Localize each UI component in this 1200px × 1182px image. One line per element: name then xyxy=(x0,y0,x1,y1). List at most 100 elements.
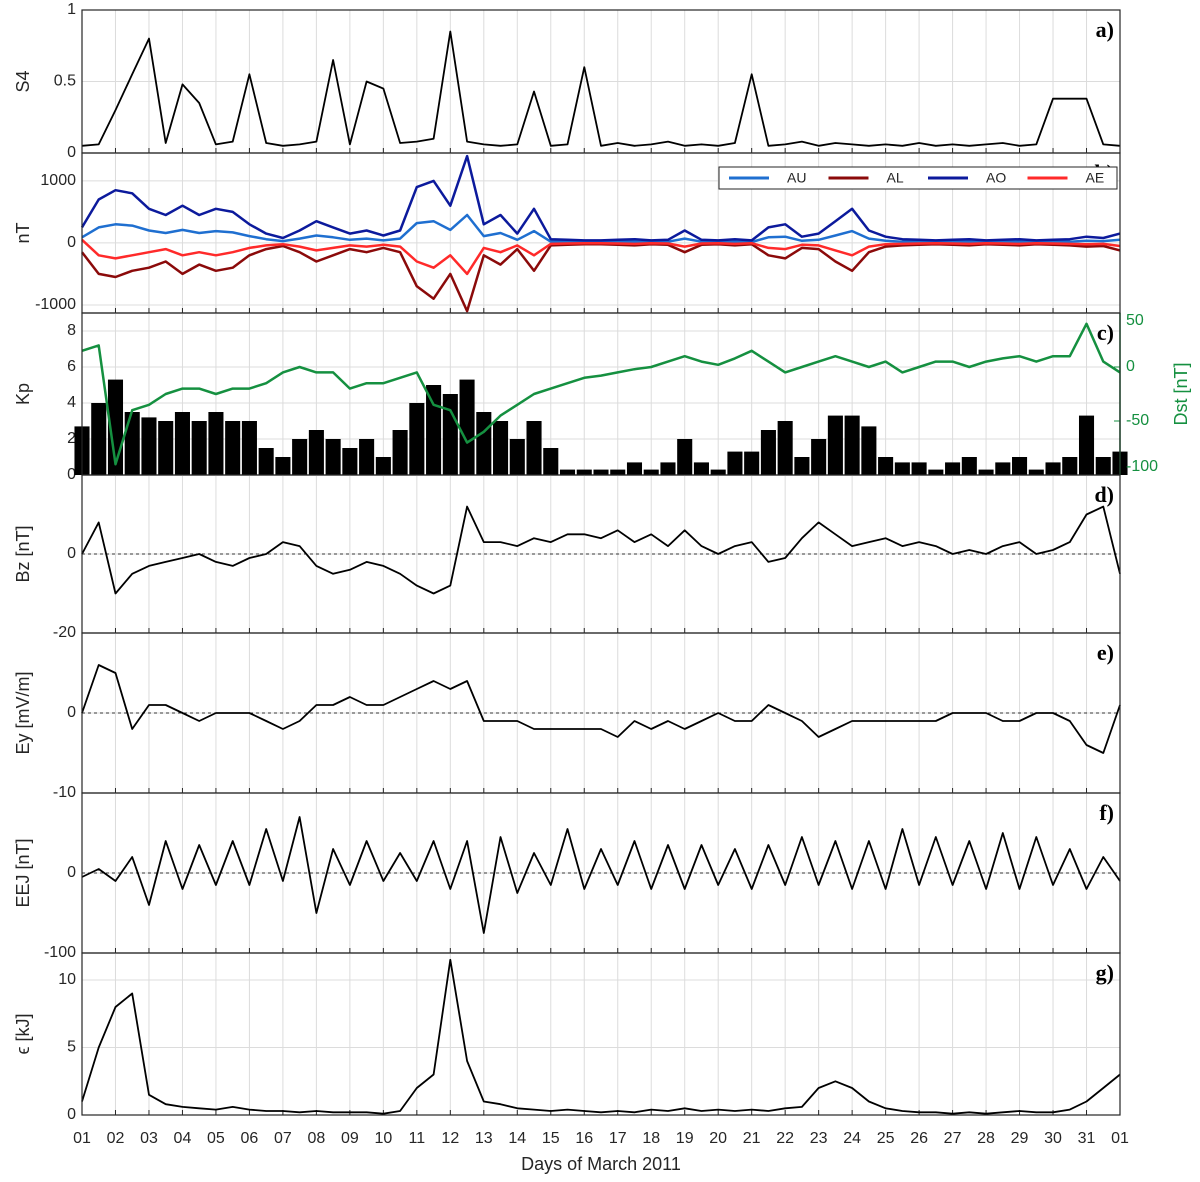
x-tick-label: 20 xyxy=(709,1130,727,1147)
x-tick-label: 03 xyxy=(140,1130,158,1147)
series-line xyxy=(81,238,1121,276)
y-tick-label: 8 xyxy=(67,322,76,339)
y-tick-label: 0 xyxy=(67,1106,76,1123)
bar xyxy=(995,462,1011,475)
bar xyxy=(576,469,592,475)
bar xyxy=(1062,457,1078,475)
x-tick-label: 28 xyxy=(977,1130,995,1147)
x-tick-label: 14 xyxy=(508,1130,526,1147)
bar xyxy=(710,469,726,475)
bar xyxy=(928,469,944,475)
x-tick-label: 17 xyxy=(609,1130,627,1147)
bar xyxy=(543,448,559,475)
x-tick-label: 05 xyxy=(207,1130,225,1147)
y-axis-label: ϵ [kJ] xyxy=(13,1014,33,1055)
x-tick-label: 02 xyxy=(107,1130,125,1147)
x-tick-label: 07 xyxy=(274,1130,292,1147)
bar xyxy=(777,421,793,475)
series-line xyxy=(81,664,1121,754)
panel: 0 0.5 1 S4 a) xyxy=(13,1,1121,161)
bar xyxy=(794,457,810,475)
bar xyxy=(811,439,827,475)
bar xyxy=(191,421,207,475)
bar xyxy=(124,412,140,475)
y-tick-label: 0.5 xyxy=(54,73,76,90)
bar xyxy=(744,451,760,475)
series-line xyxy=(81,505,1121,595)
y2-axis-label: Dst [nT] xyxy=(1171,362,1191,425)
panel: -100 0 EEJ [nT] f) xyxy=(13,792,1121,961)
bar xyxy=(241,421,257,475)
x-tick-label: 01 xyxy=(1111,1130,1129,1147)
panel-label: e) xyxy=(1097,640,1114,665)
y-tick-label: -10 xyxy=(53,784,76,801)
bar xyxy=(894,462,910,475)
x-tick-label: 16 xyxy=(575,1130,593,1147)
x-tick-label: 09 xyxy=(341,1130,359,1147)
bar xyxy=(91,403,107,475)
y-tick-label: -100 xyxy=(44,944,76,961)
y-tick-label: 10 xyxy=(58,971,76,988)
x-tick-label: 22 xyxy=(776,1130,794,1147)
y-tick-label: 5 xyxy=(67,1039,76,1056)
panel: -20 0 Bz [nT] d) xyxy=(13,474,1121,641)
x-tick-label: 01 xyxy=(73,1130,91,1147)
y-axis-label: S4 xyxy=(13,70,33,92)
x-tick-label: 15 xyxy=(542,1130,560,1147)
bar xyxy=(526,421,542,475)
y-tick-label: 0 xyxy=(67,545,76,562)
panel-label: d) xyxy=(1094,482,1114,507)
bar xyxy=(593,469,609,475)
y-axis-label: nT xyxy=(13,222,33,243)
bar xyxy=(476,412,492,475)
bar xyxy=(1095,457,1111,475)
x-tick-label: 27 xyxy=(944,1130,962,1147)
bar xyxy=(208,412,224,475)
x-tick-label: 19 xyxy=(676,1130,694,1147)
y2-tick-label: 50 xyxy=(1126,312,1144,329)
x-tick-label: 26 xyxy=(910,1130,928,1147)
y2-tick-label: -100 xyxy=(1126,458,1158,475)
y-tick-label: 6 xyxy=(67,358,76,375)
x-tick-label: 10 xyxy=(374,1130,392,1147)
bar xyxy=(426,385,442,475)
bar xyxy=(693,462,709,475)
x-tick-label: 04 xyxy=(174,1130,192,1147)
x-tick-label: 11 xyxy=(409,1130,426,1147)
bar xyxy=(660,462,676,475)
series-line xyxy=(81,322,1121,466)
series-line xyxy=(81,213,1121,244)
legend-label: AU xyxy=(787,170,806,186)
bar xyxy=(626,462,643,475)
y-tick-label: 0 xyxy=(67,234,76,251)
x-tick-label: 25 xyxy=(877,1130,895,1147)
bar xyxy=(978,469,994,475)
panel-label: a) xyxy=(1096,17,1114,42)
bar xyxy=(1078,415,1095,475)
x-tick-label: 31 xyxy=(1078,1130,1096,1147)
bar xyxy=(258,448,274,475)
y-tick-label: 0 xyxy=(67,466,76,483)
y2-tick-label: 0 xyxy=(1126,358,1135,375)
legend-label: AL xyxy=(887,170,904,186)
panel: 01 02 03 04 05 06 07 08 09 10 11 12 13 14 15 16 17 18 19 20… xyxy=(13,952,1129,1174)
bar xyxy=(827,415,843,475)
bar xyxy=(861,426,877,475)
y-axis-label: Kp xyxy=(13,383,33,405)
x-tick-label: 23 xyxy=(810,1130,828,1147)
bar xyxy=(493,421,509,475)
panel: -10 0 Ey [mV/m] e) xyxy=(13,632,1121,801)
x-axis-label: Days of March 2011 xyxy=(521,1154,681,1174)
y-tick-label: -20 xyxy=(53,624,76,641)
bar xyxy=(1045,462,1061,475)
bar xyxy=(727,451,743,475)
y-tick-label: 1000 xyxy=(40,172,76,189)
bar xyxy=(275,457,291,475)
y-tick-label: 0 xyxy=(67,704,76,721)
y2-tick-label: -50 xyxy=(1126,412,1149,429)
y-tick-label: 1 xyxy=(67,1,76,18)
panel-label: c) xyxy=(1097,320,1114,345)
x-tick-label: 13 xyxy=(475,1130,493,1147)
bar xyxy=(961,457,977,475)
bar xyxy=(1028,469,1044,475)
